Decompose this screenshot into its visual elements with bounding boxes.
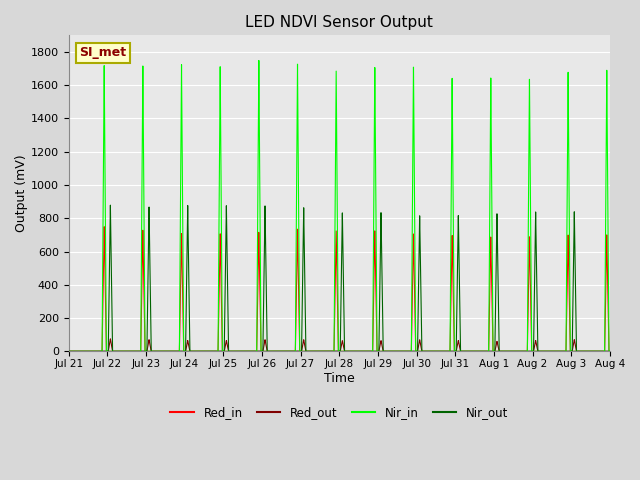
Y-axis label: Output (mV): Output (mV) (15, 155, 28, 232)
Text: SI_met: SI_met (79, 47, 127, 60)
X-axis label: Time: Time (324, 372, 355, 385)
Title: LED NDVI Sensor Output: LED NDVI Sensor Output (245, 15, 433, 30)
Legend: Red_in, Red_out, Nir_in, Nir_out: Red_in, Red_out, Nir_in, Nir_out (166, 401, 513, 424)
